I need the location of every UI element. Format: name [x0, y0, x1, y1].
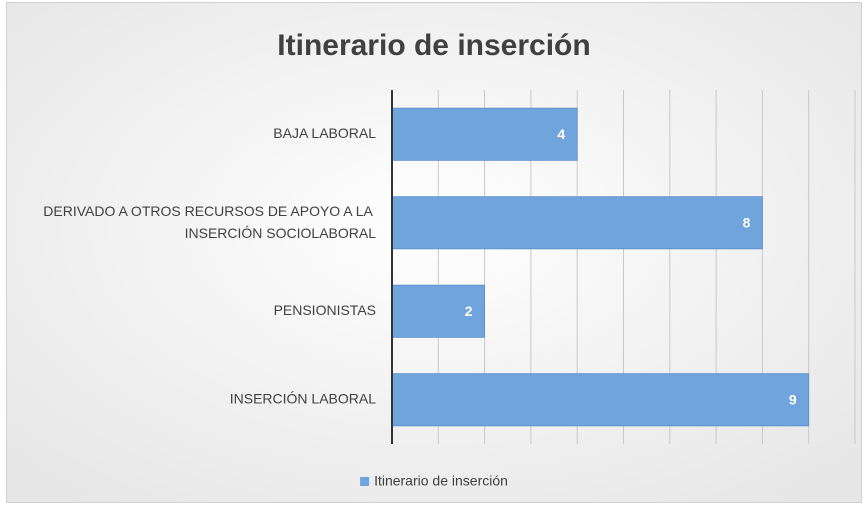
data-label: 4: [557, 126, 565, 142]
legend-swatch: [360, 477, 370, 486]
bar: [391, 107, 578, 161]
y-tick-label: PENSIONISTAS: [274, 302, 376, 318]
y-tick-label: BAJA LABORAL: [273, 125, 376, 141]
bar: [391, 284, 485, 338]
data-label: 9: [789, 391, 797, 407]
chart-title: Itinerario de inserción: [277, 29, 590, 62]
legend-label: Itinerario de inserción: [374, 473, 508, 489]
y-tick-label: DERIVADO A OTROS RECURSOS DE APOYO A LA …: [43, 202, 376, 240]
bar: [391, 196, 763, 250]
chart-background: [6, 2, 862, 503]
y-tick-label: INSERCIÓN LABORAL: [230, 390, 376, 406]
data-label: 8: [743, 214, 751, 230]
data-label: 2: [465, 303, 473, 319]
bar: [391, 373, 810, 427]
